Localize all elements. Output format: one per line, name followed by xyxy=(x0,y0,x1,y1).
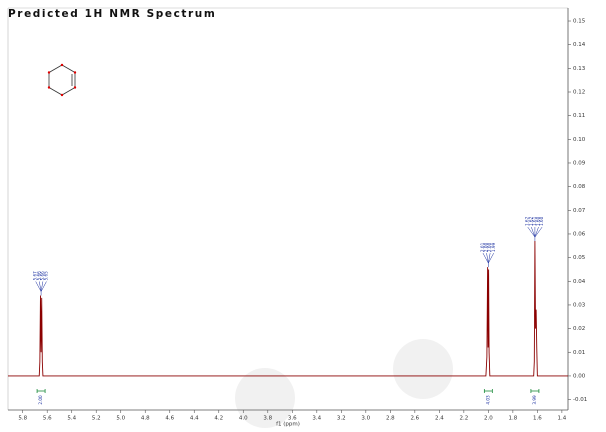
peak-fan xyxy=(488,253,491,264)
x-tick-label: 5.4 xyxy=(67,416,76,422)
x-tick-label: 3.4 xyxy=(312,416,321,422)
y-tick-label: 0.04 xyxy=(573,279,586,285)
y-tick-label: 0.00 xyxy=(573,373,586,379)
y-tick-label: 0.03 xyxy=(573,302,586,308)
peak-fan xyxy=(488,252,494,264)
y-tick-label: -0.01 xyxy=(573,397,587,403)
y-tick-label: 0.05 xyxy=(573,255,586,261)
x-tick-label: 2.4 xyxy=(435,416,444,422)
y-tick-label: 0.15 xyxy=(573,19,586,25)
integral-label: 4.03 xyxy=(485,395,490,405)
x-tick-label: 5.8 xyxy=(18,416,27,422)
peak-label: 2.00 xyxy=(487,242,492,252)
peak-label: 5.66 xyxy=(36,271,41,281)
peak-label: 5.66 xyxy=(40,271,45,281)
x-tick-label: 2.8 xyxy=(386,416,395,422)
peak-label: 1.99 xyxy=(491,242,496,252)
peak-label: 1.62 xyxy=(525,216,530,226)
y-tick-label: 0.10 xyxy=(573,137,586,143)
x-tick-label: 4.6 xyxy=(165,416,174,422)
molecule xyxy=(47,63,77,97)
peak-label: 1.60 xyxy=(539,216,544,226)
peak-fan xyxy=(486,253,489,264)
x-tick-label: 5.6 xyxy=(43,416,52,422)
y-tick-label: 0.01 xyxy=(573,350,585,356)
x-tick-label: 1.6 xyxy=(533,416,542,422)
x-tick-label: 4.0 xyxy=(239,416,248,422)
x-tick-label: 5.0 xyxy=(116,416,125,422)
watermark-circle xyxy=(235,368,295,428)
peak-fan xyxy=(534,226,543,238)
x-tick-label: 3.6 xyxy=(288,416,297,422)
y-tick-label: 0.13 xyxy=(573,66,586,72)
x-tick-label: 2.6 xyxy=(410,416,419,422)
peak-fan xyxy=(40,281,44,292)
x-tick-label: 3.8 xyxy=(263,416,272,422)
peak-label: 1.61 xyxy=(532,216,537,226)
peak-fan xyxy=(531,226,536,238)
peak-fan xyxy=(40,281,47,292)
y-tick-label: 0.09 xyxy=(573,160,586,166)
peak-label: 2.01 xyxy=(480,242,485,252)
watermark-circle xyxy=(393,339,453,399)
y-tick-label: 0.08 xyxy=(573,184,586,190)
y-tick-label: 0.02 xyxy=(573,326,585,332)
y-tick-label: 0.11 xyxy=(573,113,585,119)
chart-title: Predicted 1H NMR Spectrum xyxy=(8,8,216,20)
peak-label: 5.65 xyxy=(43,271,48,281)
x-tick-label: 2.0 xyxy=(484,416,493,422)
y-tick-label: 0.07 xyxy=(573,208,586,214)
peak-label: 5.67 xyxy=(33,271,38,281)
x-tick-label: 4.8 xyxy=(141,416,150,422)
x-tick-label: 3.2 xyxy=(337,416,346,422)
y-tick-label: 0.06 xyxy=(573,231,586,237)
x-tick-label: 2.2 xyxy=(459,416,468,422)
peak-label: 1.60 xyxy=(536,216,541,226)
x-tick-label: 3.0 xyxy=(361,416,370,422)
x-tick-label: 4.2 xyxy=(214,416,223,422)
y-tick-label: 0.12 xyxy=(573,89,585,95)
spectrum-line xyxy=(8,241,568,377)
peak-fan xyxy=(527,226,536,238)
peak-fan xyxy=(534,226,539,238)
integral-label: 2.00 xyxy=(38,395,43,405)
y-tick-label: 0.14 xyxy=(573,42,586,48)
x-tick-label: 1.4 xyxy=(557,416,566,422)
x-tick-label: 1.8 xyxy=(508,416,517,422)
x-axis-label: f1 (ppm) xyxy=(276,422,300,428)
peak-label: 2.00 xyxy=(484,242,489,252)
x-tick-label: 5.2 xyxy=(92,416,101,422)
peak-fan xyxy=(39,281,42,292)
integral-label: 3.99 xyxy=(532,395,537,405)
peak-fan xyxy=(35,281,42,292)
peak-label: 1.62 xyxy=(528,216,533,226)
x-tick-label: 4.4 xyxy=(190,416,199,422)
peak-fan xyxy=(482,252,489,264)
